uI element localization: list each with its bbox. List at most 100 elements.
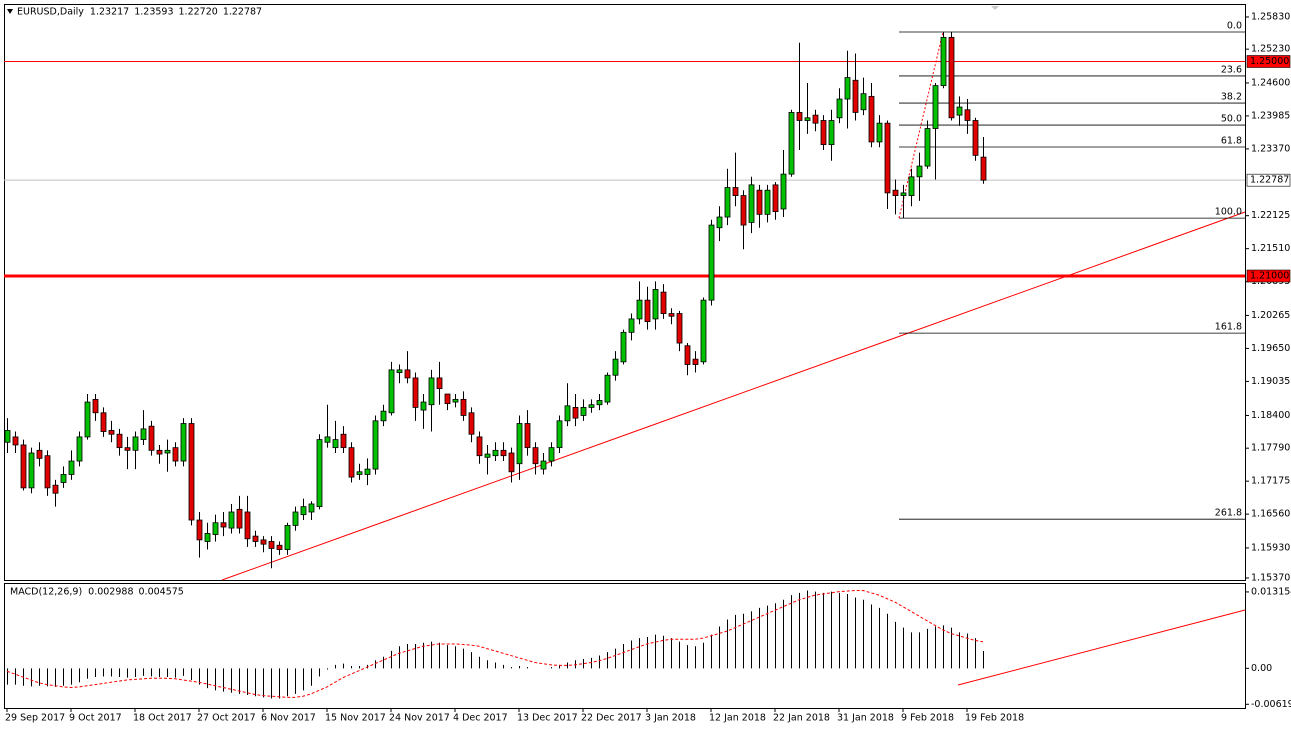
candle-body [468, 412, 475, 435]
candle-body [228, 511, 235, 529]
chart-title: EURUSD,Daily [17, 7, 84, 18]
candle-body [484, 453, 491, 458]
candle-body [860, 93, 867, 111]
signal-line [6, 590, 984, 698]
header-value: 1.23593 [134, 7, 173, 18]
level-label: 1.21000 [1250, 271, 1289, 282]
candle-body [812, 114, 819, 124]
y-tick-label: 1.19035 [1251, 376, 1290, 387]
level-label-box [1246, 55, 1291, 68]
x-tick-label: 3 Jan 2018 [645, 713, 696, 724]
candle-body [892, 189, 899, 196]
candle-body [356, 471, 363, 475]
candle-body [188, 423, 195, 521]
candle-body [340, 433, 347, 449]
macd-trendline [957, 609, 1246, 686]
candle-body [908, 176, 915, 196]
candle-body [564, 405, 571, 422]
candle-body [628, 318, 635, 333]
candle-body [140, 428, 147, 440]
candle-body [364, 468, 371, 475]
candle-body [44, 455, 51, 489]
y-tick-label: 1.22125 [1251, 210, 1290, 221]
candle-body [60, 474, 67, 483]
level-label: 1.25000 [1250, 56, 1289, 67]
y-tick-label: 0.00 [1251, 663, 1272, 674]
candle-body [708, 224, 715, 301]
candle-body [124, 447, 131, 451]
candle-body [852, 79, 859, 113]
x-tick-label: 22 Dec 2017 [581, 713, 642, 724]
candle-body [84, 401, 91, 438]
candle-body [276, 544, 283, 550]
candle-body [308, 503, 315, 513]
x-tick-label: 18 Oct 2017 [133, 713, 192, 724]
y-tick-label: 0.013154 [1251, 586, 1291, 597]
candle-body [292, 511, 299, 526]
level-label: 1.22787 [1250, 175, 1289, 186]
candle-body [868, 95, 875, 143]
candle-body [76, 436, 83, 462]
candle-body [676, 313, 683, 344]
candle-body [412, 377, 419, 408]
x-tick-label: 13 Dec 2017 [517, 713, 578, 724]
candle-body [388, 369, 395, 414]
candle-body [580, 407, 587, 416]
x-tick-label: 6 Nov 2017 [261, 713, 316, 724]
x-tick-label: 12 Jan 2018 [709, 713, 766, 724]
y-tick-label: 1.17175 [1251, 476, 1290, 487]
candle-body [548, 447, 555, 462]
candle-body [788, 112, 795, 175]
candle-body [180, 423, 187, 462]
candle-body [508, 452, 515, 473]
candle-body [900, 192, 907, 196]
y-tick-label: 1.16560 [1251, 509, 1290, 520]
fib-label: 23.6 [1221, 64, 1242, 75]
candle-body [500, 449, 507, 457]
y-tick-label: 1.21510 [1251, 243, 1290, 254]
x-tick-label: 9 Oct 2017 [69, 713, 122, 724]
macd-title: MACD(12,26,9) [10, 587, 82, 598]
candle-body [68, 460, 75, 475]
candle-body [620, 331, 627, 363]
candle-body [604, 374, 611, 403]
y-tick-label: 1.15370 [1251, 572, 1290, 583]
candle-body [156, 449, 163, 455]
candle-body [4, 430, 11, 443]
candle-body [660, 291, 667, 314]
candle-body [220, 522, 227, 528]
fib-label: 161.8 [1215, 322, 1242, 333]
candle-body [12, 436, 19, 446]
candle-body [964, 109, 971, 121]
y-tick-label: 1.25830 [1251, 11, 1290, 22]
candle-body [572, 407, 579, 419]
candle-body [828, 120, 835, 146]
candle-body [700, 299, 707, 363]
candle-body [28, 452, 35, 489]
candle-body [332, 439, 339, 449]
fib-label: 261.8 [1215, 508, 1242, 519]
candle-body [444, 393, 451, 405]
candle-body [716, 216, 723, 229]
candle-body [556, 420, 563, 449]
candle-body [452, 398, 459, 403]
y-tick-label: 1.20265 [1251, 310, 1290, 321]
candle-body [52, 484, 59, 494]
candle-body [236, 508, 243, 529]
candle-body [804, 117, 811, 121]
candle-body [244, 511, 251, 540]
candle-body [692, 358, 699, 365]
candle-body [172, 447, 179, 462]
main-pane [4, 4, 1246, 581]
candle-body [476, 436, 483, 457]
candle-body [932, 85, 939, 129]
candle-body [876, 122, 883, 143]
candle-body [972, 120, 979, 156]
menu-arrow[interactable] [7, 9, 13, 14]
candle-body [844, 77, 851, 100]
x-tick-label: 29 Sep 2017 [5, 713, 65, 724]
y-tick-label: 1.23370 [1251, 143, 1290, 154]
candle-body [636, 299, 643, 320]
